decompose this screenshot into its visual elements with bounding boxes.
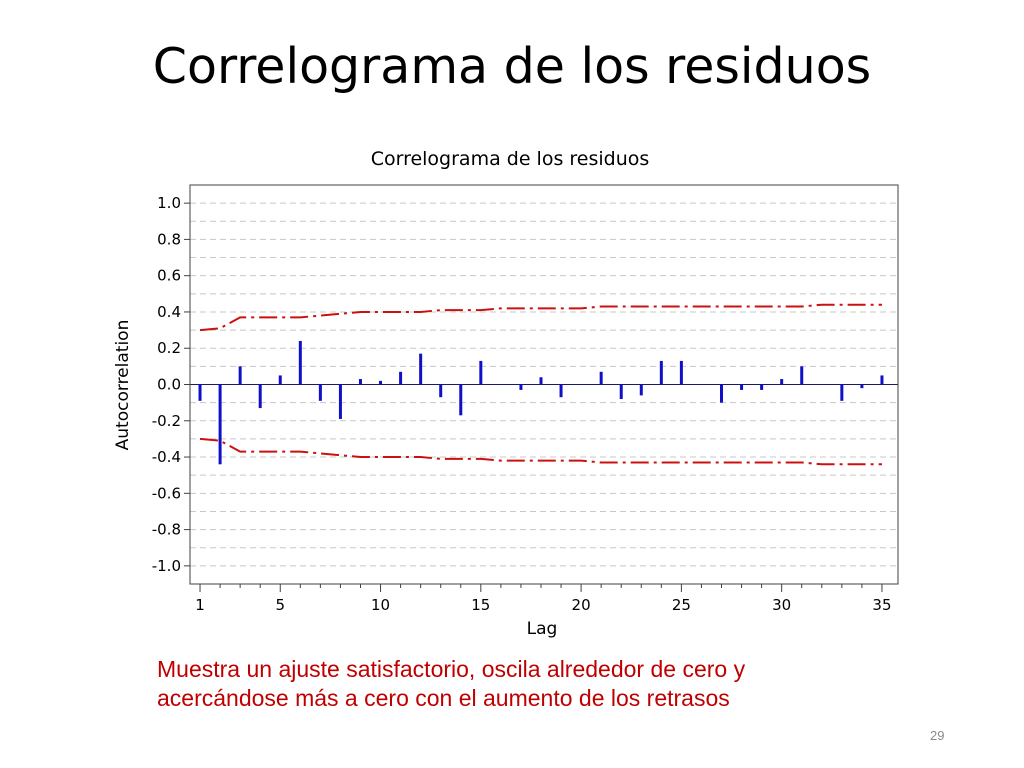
caption-line-1: Muestra un ajuste satisfactorio, oscila … <box>157 656 746 682</box>
confidence-limits <box>199 303 882 466</box>
acf-bar <box>840 384 844 401</box>
y-tick-label: -0.8 <box>152 521 181 539</box>
y-tick-label: -0.4 <box>152 448 181 466</box>
gridlines <box>190 184 898 585</box>
acf-bar <box>399 371 403 385</box>
x-tick-label: 5 <box>275 596 285 614</box>
acf-bar <box>298 340 302 385</box>
page-number: 29 <box>930 728 945 743</box>
y-tick-label: 0.0 <box>157 376 181 394</box>
lower-confidence-limit <box>199 437 882 466</box>
acf-bar <box>379 380 383 385</box>
acf-bar <box>439 384 443 398</box>
acf-bar <box>800 366 804 385</box>
acf-bar <box>459 384 463 416</box>
acf-bar <box>720 384 724 403</box>
autocorrelation-bars <box>190 340 898 465</box>
acf-bar <box>258 384 262 409</box>
upper-confidence-limit <box>199 303 882 332</box>
acf-bar <box>699 384 703 385</box>
acf-bar <box>820 384 824 385</box>
acf-bar <box>579 384 583 385</box>
y-tick-label: -1.0 <box>152 557 181 575</box>
caption-line-2: acercándose más a cero con el aumento de… <box>157 685 730 711</box>
acf-bar <box>559 384 563 398</box>
y-tick-label: 0.6 <box>157 267 181 285</box>
x-tick-label: 15 <box>471 596 490 614</box>
x-tick-label: 30 <box>772 596 791 614</box>
acf-bar <box>619 384 623 400</box>
acf-bar <box>218 384 222 465</box>
acf-bar <box>659 360 663 385</box>
y-tick-label: 0.2 <box>157 339 181 357</box>
acf-bar <box>318 384 322 401</box>
x-axis: 1 5 10 15 20 25 30 35 <box>195 584 892 614</box>
y-tick-label: 0.4 <box>157 303 181 321</box>
y-axis-label: Autocorrelation <box>113 320 133 451</box>
acf-bar <box>599 371 603 385</box>
acf-bar <box>419 353 423 385</box>
caption: Muestra un ajuste satisfactorio, oscila … <box>157 655 917 713</box>
x-axis-label: Lag <box>527 619 558 639</box>
acf-bar <box>499 384 503 385</box>
chart-title: Correlograma de los residuos <box>371 148 650 170</box>
y-tick-label: -0.2 <box>152 412 181 430</box>
acf-bar <box>780 379 784 385</box>
x-tick-label: 1 <box>195 596 205 614</box>
acf-bar <box>338 384 342 419</box>
acf-bar <box>519 384 523 390</box>
x-tick-label: 20 <box>572 596 591 614</box>
acf-bar <box>679 360 683 385</box>
x-tick-label: 25 <box>672 596 691 614</box>
y-axis: 1.0 0.8 0.6 0.4 0.2 0.0 -0.2 -0.4 -0.6 -0.8 -1.0 <box>152 194 190 575</box>
acf-bar <box>860 384 864 389</box>
acf-bar <box>639 384 643 396</box>
correlogram-chart: Correlograma de los residuos Autocorrela… <box>113 148 899 639</box>
y-tick-label: -0.6 <box>152 484 181 502</box>
x-tick-label: 35 <box>872 596 891 614</box>
y-tick-label: 0.8 <box>157 230 181 248</box>
acf-bar <box>539 377 543 385</box>
acf-bar <box>198 384 202 401</box>
acf-bar <box>278 375 282 385</box>
acf-bar <box>740 384 744 390</box>
x-tick-label: 10 <box>371 596 390 614</box>
acf-bar <box>479 360 483 385</box>
acf-bar <box>238 366 242 385</box>
acf-bar <box>880 375 884 385</box>
slide-title: Correlograma de los residuos <box>152 38 872 95</box>
y-tick-label: 1.0 <box>157 194 181 212</box>
acf-bar <box>760 384 764 390</box>
acf-bar <box>358 379 362 385</box>
